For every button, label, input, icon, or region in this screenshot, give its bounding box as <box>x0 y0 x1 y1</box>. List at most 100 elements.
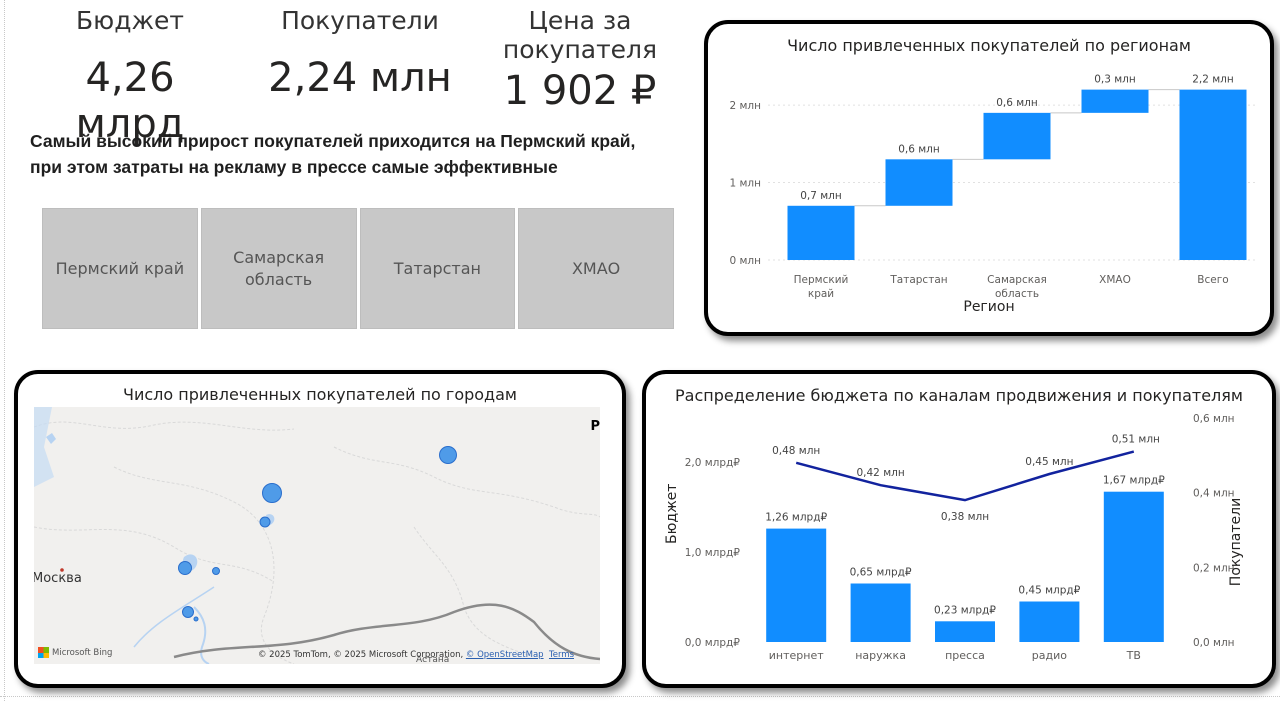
combo-bar-label: 1,26 млрд₽ <box>765 512 827 524</box>
openstreetmap-link[interactable]: © OpenStreetMap <box>465 650 544 660</box>
waterfall-y-tick: 0 млн <box>729 255 761 267</box>
kpi-buyers-value: 2,24 млн <box>268 55 452 101</box>
waterfall-x-tick: Всего <box>1197 274 1228 286</box>
waterfall-chart-card[interactable]: Число привлеченных покупателей по регион… <box>704 20 1274 336</box>
kpi-cost-value: 1 902 ₽ <box>503 68 657 114</box>
canvas-edge-left <box>4 0 5 701</box>
city-bubble[interactable] <box>212 567 220 575</box>
combo-x-tick: наружка <box>855 649 906 662</box>
combo-line-label: 0,48 млн <box>772 445 820 457</box>
combo-line-label: 0,45 млн <box>1025 456 1073 468</box>
combo-line-series[interactable] <box>795 450 1135 502</box>
slicer-item-hmao[interactable]: ХМАО <box>518 208 674 329</box>
combo-bar[interactable] <box>850 583 911 643</box>
combo-x-tick: пресса <box>945 649 985 662</box>
map-border-line <box>113 466 295 664</box>
combo-y2-tick: 0,4 млн <box>1193 488 1235 500</box>
waterfall-x-tick: ХМАО <box>1099 274 1131 286</box>
combo-y-tick: 1,0 млрд₽ <box>685 547 741 559</box>
map-city-label-astana: Астана <box>416 655 450 664</box>
waterfall-data-label: 2,2 млн <box>1192 74 1234 86</box>
waterfall-chart: 0 млн 1 млн 2 млн 0,7 млн Пермский край 0,6 мл… <box>729 74 1258 300</box>
waterfall-data-label: 0,6 млн <box>898 143 940 155</box>
map-lake <box>266 514 275 525</box>
slicer-item-perm[interactable]: Пермский край <box>42 208 198 329</box>
combo-y2-tick: 0,6 млн <box>1193 413 1235 425</box>
combo-bar-label: 0,45 млрд₽ <box>1018 585 1080 597</box>
kpi-buyers: Покупатели 2,24 млн <box>260 6 460 101</box>
combo-bar[interactable] <box>1103 491 1164 642</box>
map-border-line <box>34 526 275 583</box>
map-lake <box>46 433 56 444</box>
slicer-item-label: Татарстан <box>393 258 481 278</box>
slicer-item-tatarstan[interactable]: Татарстан <box>359 208 516 329</box>
waterfall-x-tick: Самарская <box>987 274 1047 286</box>
moscow-marker <box>60 568 64 572</box>
combo-bar-label: 1,67 млрд₽ <box>1103 475 1165 487</box>
map-card[interactable]: Число привлеченных покупателей по города… <box>14 370 626 688</box>
city-bubble[interactable] <box>193 616 199 622</box>
combo-bar[interactable] <box>935 621 995 642</box>
waterfall-bar[interactable] <box>1081 89 1149 113</box>
combo-chart: 0,0 млрд₽ 1,0 млрд₽ 2,0 млрд₽ 0,0 млн 0,2 мл… <box>685 413 1235 662</box>
city-bubble[interactable] <box>262 483 282 503</box>
combo-line-label: 0,38 млн <box>941 511 989 523</box>
slicer-item-samara[interactable]: Самарская область <box>200 208 357 329</box>
combo-bar[interactable] <box>766 528 827 642</box>
map-city-label-moscow: Москва <box>34 571 82 586</box>
kpi-cost-label: Цена за покупателя <box>502 6 658 64</box>
copyright-text: © 2025 TomTom, © 2025 Microsoft Corporat… <box>257 650 464 660</box>
map-border-line <box>413 526 535 658</box>
bing-label: Microsoft Bing <box>52 647 113 658</box>
canvas-edge-bottom <box>0 696 1280 697</box>
city-bubble[interactable] <box>178 561 192 575</box>
city-bubble[interactable] <box>439 446 457 464</box>
map-canvas <box>34 407 600 664</box>
map-edge-label: P <box>590 419 600 434</box>
bing-attribution: Microsoft Bing <box>38 647 112 658</box>
waterfall-x-tick: область <box>995 288 1039 300</box>
combo-line-label: 0,51 млн <box>1112 434 1160 446</box>
city-bubble[interactable] <box>182 606 194 618</box>
map-river <box>133 586 215 648</box>
waterfall-data-label: 0,3 млн <box>1094 74 1136 86</box>
map-title: Число привлеченных покупателей по города… <box>123 385 517 404</box>
waterfall-bar[interactable] <box>983 112 1051 160</box>
city-bubble[interactable] <box>259 516 271 528</box>
map-river <box>193 606 210 664</box>
combo-x-tick: ТВ <box>1126 649 1141 662</box>
insight-line-1: Самый высокий прирост покупателей приход… <box>30 131 636 151</box>
map-water <box>34 407 54 487</box>
waterfall-bar[interactable] <box>1179 89 1247 260</box>
combo-bar[interactable] <box>1019 601 1080 643</box>
combo-y-tick: 0,0 млрд₽ <box>685 637 741 649</box>
waterfall-data-label: 0,6 млн <box>996 97 1038 109</box>
insight-line-2: при этом затраты на рекламу в прессе сам… <box>30 157 558 177</box>
combo-y2-axis-title: Покупатели <box>1228 497 1244 587</box>
waterfall-bar[interactable] <box>885 159 953 206</box>
map-country-border <box>173 603 600 661</box>
map-border-line <box>34 421 295 431</box>
combo-y2-tick: 0,0 млн <box>1193 637 1235 649</box>
waterfall-x-tick: край <box>808 288 834 300</box>
kpi-cost-per-buyer: Цена за покупателя 1 902 ₽ <box>495 6 665 114</box>
slicer-item-label: Пермский край <box>55 258 185 278</box>
waterfall-y-tick: 1 млн <box>729 178 761 190</box>
waterfall-y-tick: 2 млн <box>729 100 761 112</box>
combo-x-tick: радио <box>1032 649 1067 662</box>
region-slicer: Пермский край Самарская область Татарста… <box>42 208 674 329</box>
insight-text: Самый высокий прирост покупателей приход… <box>30 128 680 180</box>
combo-y-axis-title: Бюджет <box>664 483 680 544</box>
city-bubble-map[interactable]: Москва Астана P Microsoft Bing © 2025 To… <box>34 407 600 664</box>
combo-bar-label: 0,23 млрд₽ <box>934 604 996 616</box>
combo-bar-label: 0,65 млрд₽ <box>850 567 912 579</box>
combo-chart-card[interactable]: Распределение бюджета по каналам продвиж… <box>642 370 1276 688</box>
slicer-item-label: Самарская область <box>233 247 325 289</box>
kpi-budget-label: Бюджет <box>76 6 184 35</box>
combo-x-tick: интернет <box>769 649 824 662</box>
combo-y-tick: 2,0 млрд₽ <box>685 457 741 469</box>
waterfall-bar[interactable] <box>787 205 855 260</box>
combo-line-label: 0,42 млн <box>856 467 904 479</box>
waterfall-chart-title: Число привлеченных покупателей по регион… <box>787 36 1191 55</box>
terms-link[interactable]: Terms <box>548 650 574 660</box>
